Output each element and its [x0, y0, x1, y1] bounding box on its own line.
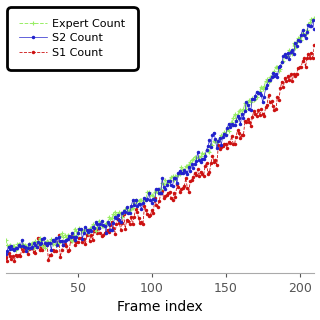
S2 Count: [312, 27, 316, 31]
S1 Count: [264, 105, 268, 109]
S2 Count: [157, 191, 161, 195]
S1 Count: [5, 259, 9, 263]
Expert Count: [14, 248, 18, 252]
Line: Expert Count: Expert Count: [3, 15, 317, 253]
S2 Count: [69, 235, 73, 239]
S1 Count: [70, 235, 74, 238]
Line: S2 Count: S2 Count: [4, 18, 316, 256]
S1 Count: [159, 191, 163, 195]
Expert Count: [70, 239, 74, 243]
S2 Count: [4, 252, 7, 256]
S1 Count: [151, 211, 155, 215]
Expert Count: [151, 194, 155, 197]
Expert Count: [281, 59, 285, 63]
Line: S1 Count: S1 Count: [4, 43, 316, 262]
Expert Count: [7, 244, 11, 248]
S2 Count: [7, 244, 11, 248]
S1 Count: [281, 85, 285, 89]
S2 Count: [311, 18, 315, 22]
S1 Count: [8, 254, 12, 258]
Expert Count: [159, 187, 163, 191]
Expert Count: [4, 238, 7, 242]
Expert Count: [264, 79, 268, 83]
Legend: Expert Count, S2 Count, S1 Count: Expert Count, S2 Count, S1 Count: [11, 11, 133, 66]
X-axis label: Frame index: Frame index: [117, 300, 203, 315]
S2 Count: [280, 60, 284, 64]
S1 Count: [312, 43, 316, 46]
S1 Count: [4, 255, 7, 259]
Expert Count: [312, 16, 316, 20]
S2 Count: [262, 95, 266, 99]
S2 Count: [150, 201, 154, 204]
